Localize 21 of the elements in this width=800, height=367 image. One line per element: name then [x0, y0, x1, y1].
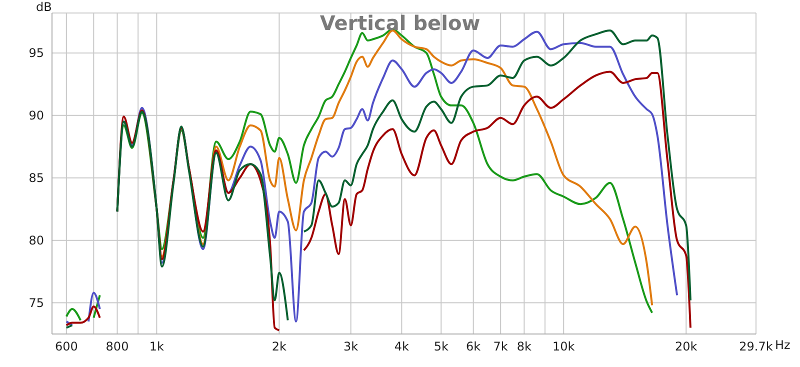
x-axis-title: Hz	[775, 338, 790, 352]
x-tick-label: 20k	[675, 340, 698, 354]
x-tick-label: 8k	[516, 340, 532, 354]
y-tick-label: 90	[28, 108, 44, 123]
y-tick-label: 80	[28, 234, 44, 248]
y-tick-label: 75	[28, 296, 44, 310]
x-tick-label: 3k	[344, 340, 358, 354]
x-tick-label: 4k	[394, 340, 410, 354]
y-tick-label: 95	[28, 46, 44, 60]
y-tick-label: 85	[28, 171, 44, 186]
x-tick-label: 10k	[552, 340, 575, 354]
x-tick-label: 600	[54, 340, 78, 354]
x-tick-label: 6k	[466, 340, 481, 354]
y-axis-title: dB	[36, 0, 52, 14]
x-tick-label: 7k	[493, 340, 508, 354]
x-tick-label: 1k	[149, 340, 164, 354]
x-tick-label: 5k	[434, 340, 448, 354]
x-tick-label: 29.7k	[739, 340, 773, 354]
x-tick-label: 800	[106, 340, 129, 354]
chart-title: Vertical below	[320, 11, 480, 35]
x-tick-label: 2k	[272, 340, 287, 354]
